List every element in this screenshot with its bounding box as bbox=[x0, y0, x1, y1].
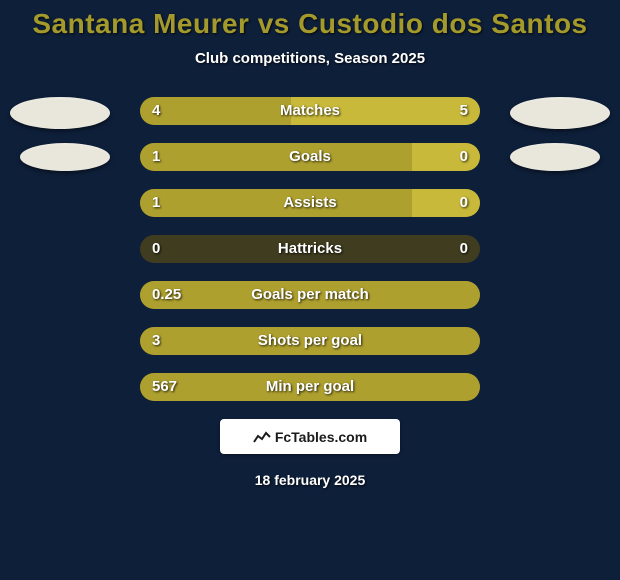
stat-label: Assists bbox=[140, 189, 480, 217]
stat-row: 45Matches bbox=[0, 97, 620, 125]
stat-label: Min per goal bbox=[140, 373, 480, 401]
branding-icon bbox=[253, 430, 271, 444]
stat-row: 567Min per goal bbox=[0, 373, 620, 401]
stat-row: 10Goals bbox=[0, 143, 620, 171]
stat-label: Goals bbox=[140, 143, 480, 171]
stat-label: Matches bbox=[140, 97, 480, 125]
footer-date: 18 february 2025 bbox=[0, 472, 620, 488]
stat-row: 0.25Goals per match bbox=[0, 281, 620, 309]
stats-chart: 45Matches 10Goals 10Assists 00Hattricks 0.25… bbox=[0, 97, 620, 401]
stat-label: Goals per match bbox=[140, 281, 480, 309]
stat-row: 3Shots per goal bbox=[0, 327, 620, 355]
subtitle: Club competitions, Season 2025 bbox=[0, 50, 620, 67]
comparison-card: Santana Meurer vs Custodio dos Santos Cl… bbox=[0, 0, 620, 580]
stat-label: Shots per goal bbox=[140, 327, 480, 355]
branding-text: FcTables.com bbox=[275, 429, 367, 445]
stat-row: 00Hattricks bbox=[0, 235, 620, 263]
branding-badge: FcTables.com bbox=[220, 419, 400, 454]
stat-row: 10Assists bbox=[0, 189, 620, 217]
page-title: Santana Meurer vs Custodio dos Santos bbox=[0, 0, 620, 40]
stat-label: Hattricks bbox=[140, 235, 480, 263]
